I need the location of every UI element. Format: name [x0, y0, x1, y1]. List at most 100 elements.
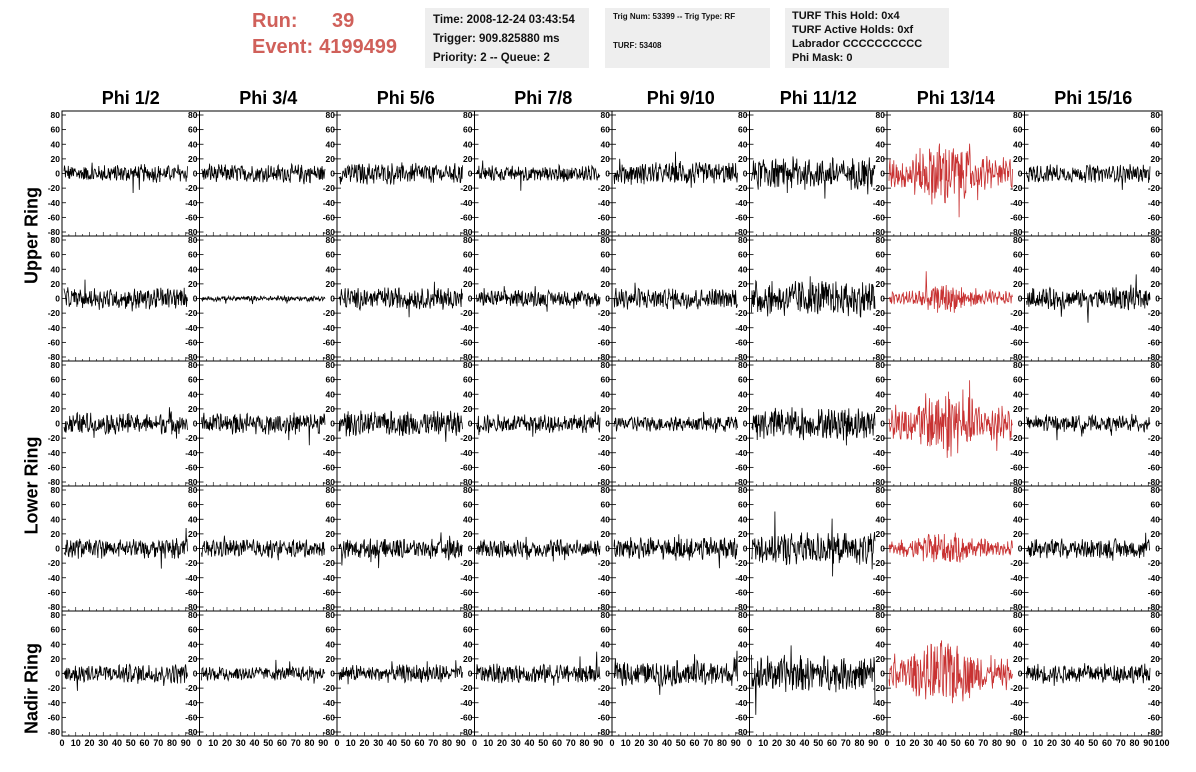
y-tick-label: 20	[1151, 654, 1161, 664]
y-tick-label: 80	[876, 235, 886, 245]
y-tick-label: 20	[1151, 404, 1161, 414]
x-tick-label: 80	[717, 738, 727, 748]
y-tick-label: -20	[48, 183, 61, 193]
y-tick-label: 20	[876, 529, 886, 539]
y-tick-label: -40	[185, 198, 198, 208]
y-tick-label: -80	[185, 727, 198, 737]
x-tick-label: 0	[747, 738, 752, 748]
y-tick-label: -60	[1148, 337, 1161, 347]
y-tick-label: 60	[1013, 500, 1023, 510]
time-info-box: Time: 2008-12-24 03:43:54 Trigger: 909.8…	[425, 8, 589, 68]
waveform-trace	[338, 410, 463, 442]
x-tick-label: 70	[428, 738, 438, 748]
y-tick-label: 20	[188, 154, 198, 164]
y-tick-label: -20	[185, 683, 198, 693]
y-tick-label: -60	[1010, 587, 1023, 597]
y-tick-label: 40	[188, 389, 198, 399]
y-tick-label: 0	[743, 294, 748, 304]
y-tick-label: -80	[735, 227, 748, 237]
x-tick-label: 50	[126, 738, 136, 748]
y-tick-label: -60	[1010, 712, 1023, 722]
x-tick-label: 60	[139, 738, 149, 748]
y-tick-label: -80	[460, 727, 473, 737]
y-tick-label: 80	[188, 110, 198, 120]
y-tick-label: 0	[1018, 544, 1023, 554]
y-tick-label: -40	[873, 573, 886, 583]
y-tick-label: 80	[601, 360, 611, 370]
y-tick-label: 80	[876, 485, 886, 495]
x-tick-label: 100	[1154, 738, 1169, 748]
turf-num-text: TURF: 53408	[613, 41, 662, 50]
y-tick-label: 60	[463, 625, 473, 635]
y-tick-label: -20	[48, 433, 61, 443]
x-tick-label: 30	[373, 738, 383, 748]
y-tick-label: 60	[1013, 625, 1023, 635]
y-tick-label: -80	[460, 227, 473, 237]
x-tick-label: 20	[359, 738, 369, 748]
x-tick-label: 50	[538, 738, 548, 748]
y-tick-label: 80	[51, 360, 61, 370]
y-tick-label: -60	[460, 587, 473, 597]
y-tick-label: 80	[1013, 485, 1023, 495]
y-tick-label: -60	[460, 212, 473, 222]
y-tick-label: -60	[1148, 712, 1161, 722]
y-tick-label: 40	[1151, 639, 1161, 649]
y-tick-label: 20	[601, 529, 611, 539]
x-tick-label: 90	[456, 738, 466, 748]
y-tick-label: 0	[468, 169, 473, 179]
y-tick-label: 0	[1155, 669, 1160, 679]
x-tick-label: 40	[662, 738, 672, 748]
x-tick-label: 50	[1088, 738, 1098, 748]
y-tick-label: -20	[460, 433, 473, 443]
x-tick-label: 30	[1061, 738, 1071, 748]
y-tick-label: 80	[326, 610, 336, 620]
x-tick-label: 30	[923, 738, 933, 748]
y-tick-label: 0	[743, 544, 748, 554]
y-tick-label: -80	[873, 727, 886, 737]
y-tick-label: 80	[1151, 360, 1161, 370]
y-tick-label: 60	[463, 500, 473, 510]
y-tick-label: 20	[1013, 404, 1023, 414]
y-tick-label: -40	[323, 198, 336, 208]
y-tick-label: 0	[468, 544, 473, 554]
x-tick-label: 90	[181, 738, 191, 748]
y-tick-label: -20	[873, 183, 886, 193]
y-tick-label: -80	[323, 352, 336, 362]
column-header: Phi 1/2	[102, 88, 160, 108]
y-tick-label: -20	[48, 558, 61, 568]
x-tick-label: 20	[497, 738, 507, 748]
y-tick-label: 40	[463, 639, 473, 649]
y-tick-label: -20	[1148, 308, 1161, 318]
y-tick-label: -80	[460, 477, 473, 487]
y-tick-label: -40	[1010, 198, 1023, 208]
y-tick-label: -20	[460, 308, 473, 318]
y-tick-label: 0	[193, 544, 198, 554]
y-tick-label: -60	[48, 462, 61, 472]
y-tick-label: 80	[51, 110, 61, 120]
waveform-trace	[476, 160, 601, 191]
y-tick-label: -20	[185, 308, 198, 318]
y-tick-label: -20	[48, 683, 61, 693]
y-tick-label: 60	[601, 250, 611, 260]
x-tick-label: 40	[1074, 738, 1084, 748]
y-tick-label: 80	[188, 610, 198, 620]
waveform-trace	[63, 527, 188, 569]
y-tick-label: -60	[460, 337, 473, 347]
y-tick-label: 40	[1013, 264, 1023, 274]
y-tick-label: 80	[463, 110, 473, 120]
y-tick-label: -60	[185, 337, 198, 347]
y-tick-label: 60	[326, 125, 336, 135]
waveform-trace	[1026, 164, 1151, 190]
y-tick-label: -40	[460, 573, 473, 583]
x-tick-label: 70	[703, 738, 713, 748]
y-tick-label: 0	[330, 169, 335, 179]
y-tick-label: 80	[188, 360, 198, 370]
column-header: Phi 9/10	[647, 88, 715, 108]
y-tick-label: -40	[598, 573, 611, 583]
y-tick-label: -60	[598, 337, 611, 347]
y-tick-label: -80	[598, 352, 611, 362]
y-tick-label: 80	[738, 485, 748, 495]
y-tick-label: 20	[1151, 529, 1161, 539]
trigger-text: Trigger: 909.825880 ms	[433, 33, 560, 45]
y-tick-label: 40	[738, 514, 748, 524]
